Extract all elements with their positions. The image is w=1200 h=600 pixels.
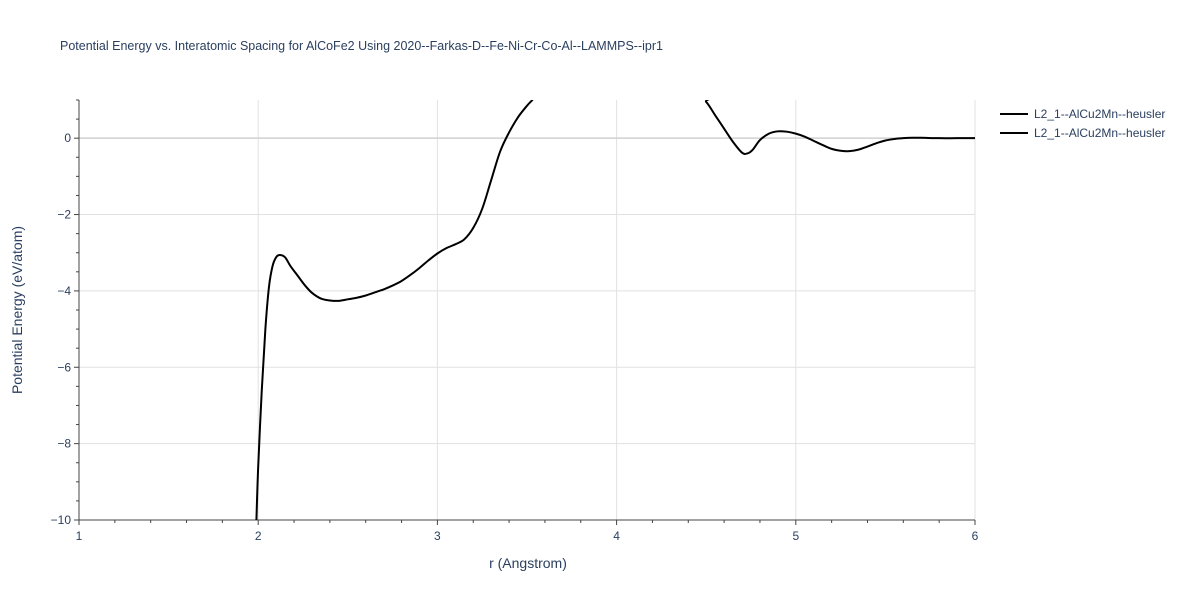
legend-item[interactable]: L2_1--AlCu2Mn--heusler [1000, 126, 1165, 140]
y-axis-title: Potential Energy (eV/atom) [9, 226, 25, 394]
legend-label: L2_1--AlCu2Mn--heusler [1034, 126, 1165, 140]
y-tick-label: −2 [57, 208, 71, 222]
series-layer [255, 100, 975, 520]
x-tick-label: 4 [613, 529, 620, 543]
x-tick-label: 3 [434, 529, 441, 543]
x-tick-label: 1 [76, 529, 83, 543]
y-tick-label: −8 [57, 437, 71, 451]
axes-layer: 1 2 3 4 5 6 −10 −8 −6 −4 −2 0 [51, 99, 979, 543]
legend-label: L2_1--AlCu2Mn--heusler [1034, 107, 1165, 121]
grid-layer [79, 100, 976, 520]
y-tick-label: 0 [64, 131, 71, 145]
x-tick-label: 6 [972, 529, 979, 543]
y-tick-label: −4 [57, 284, 71, 298]
chart-title: Potential Energy vs. Interatomic Spacing… [60, 39, 663, 53]
series-line [255, 100, 975, 520]
x-axis-title: r (Angstrom) [489, 555, 567, 571]
legend[interactable]: L2_1--AlCu2Mn--heusler L2_1--AlCu2Mn--heu… [1000, 107, 1165, 140]
x-tick-label: 2 [255, 529, 262, 543]
y-tick-label: −6 [57, 360, 71, 374]
x-tick-label: 5 [792, 529, 799, 543]
y-tick-label: −10 [51, 513, 72, 527]
legend-item[interactable]: L2_1--AlCu2Mn--heusler [1000, 107, 1165, 121]
